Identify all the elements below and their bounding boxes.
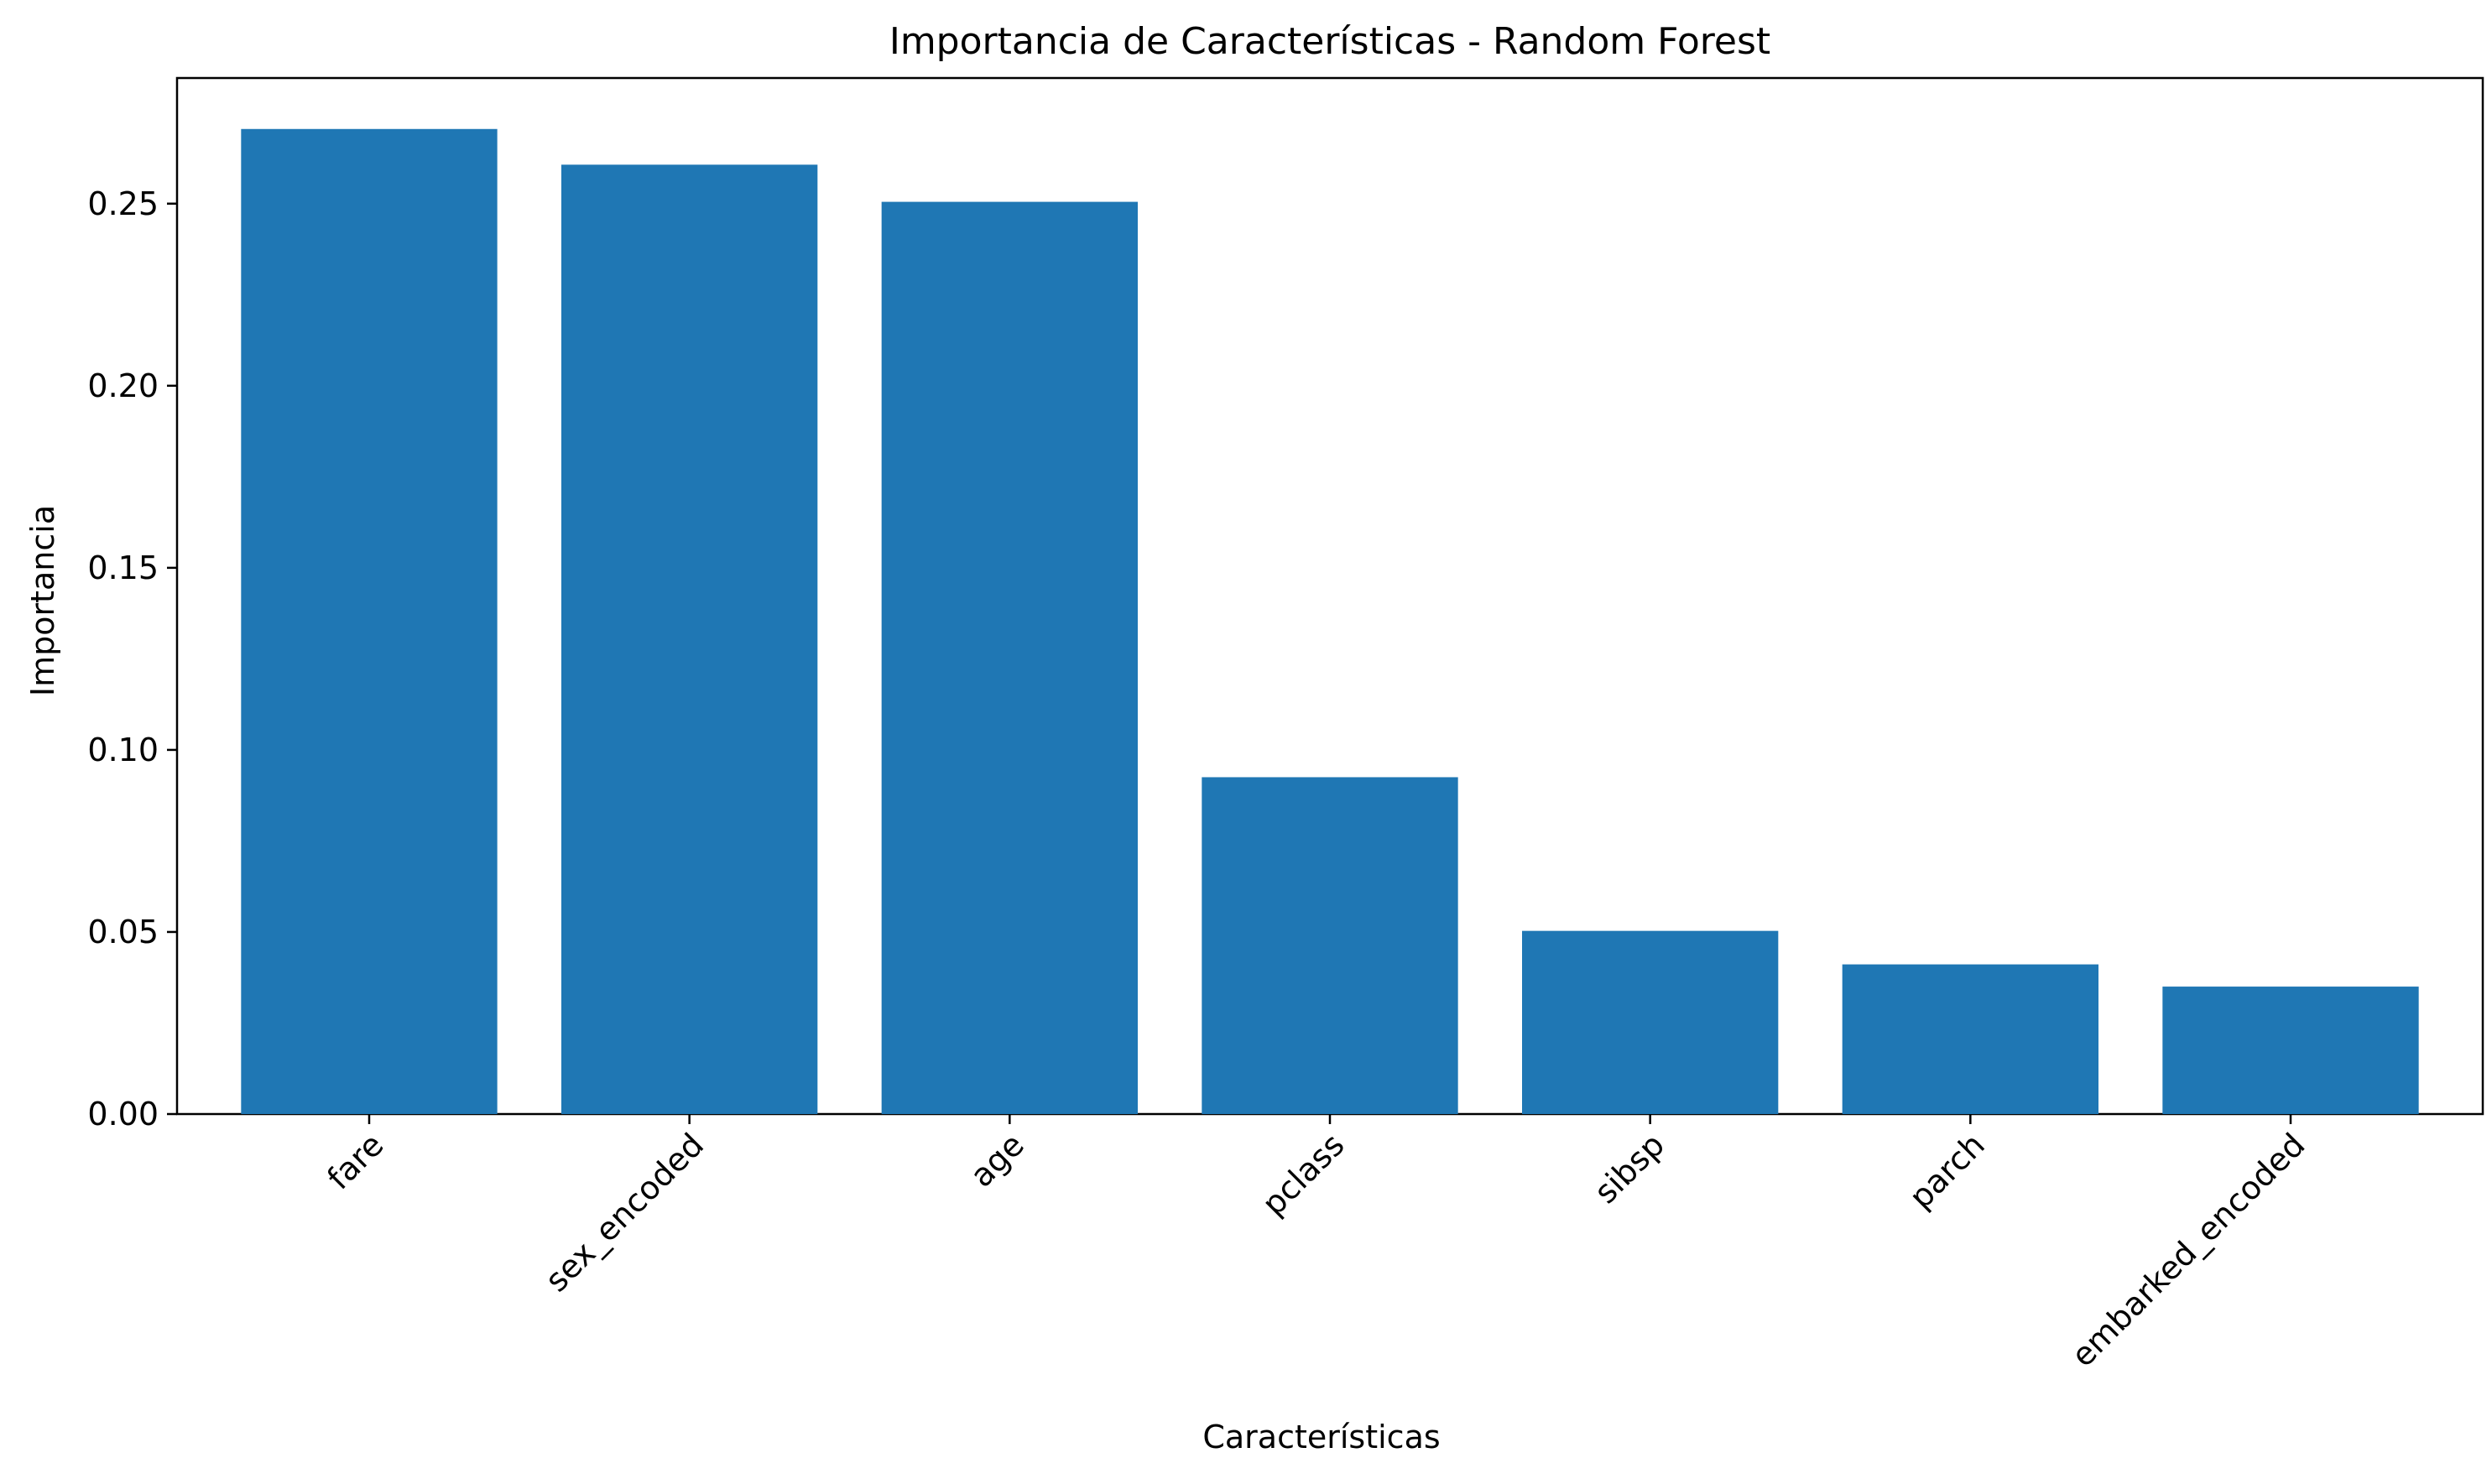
- bar-parch: [1842, 964, 2098, 1114]
- y-axis-label: Importancia: [24, 505, 61, 696]
- bar-fare: [241, 128, 498, 1114]
- y-tick-label: 0.25: [87, 185, 159, 222]
- bar-age: [881, 201, 1138, 1115]
- y-tick-label: 0.10: [87, 732, 159, 768]
- x-tick-label: fare: [321, 1126, 391, 1196]
- y-tick-label: 0.05: [87, 914, 159, 950]
- y-tick-label: 0.00: [87, 1096, 159, 1133]
- x-axis-label: Características: [1202, 1419, 1440, 1455]
- x-tick-label: embarked_encoded: [2064, 1126, 2312, 1373]
- x-tick-label: parch: [1902, 1126, 1992, 1216]
- bar-sibsp: [1522, 930, 1779, 1114]
- bars-group: [241, 128, 2419, 1115]
- y-axis: 0.00 0.05 0.10 0.15 0.20 0.25: [87, 185, 177, 1133]
- y-tick-label: 0.20: [87, 367, 159, 404]
- bar-sex_encoded: [561, 164, 818, 1114]
- y-tick-label: 0.15: [87, 549, 159, 586]
- x-axis: fare sex_encoded age pclass sibsp parch embark…: [321, 1114, 2312, 1374]
- x-tick-label: age: [963, 1126, 1031, 1194]
- x-tick-label: sibsp: [1587, 1126, 1672, 1211]
- bar-embarked_encoded: [2162, 987, 2419, 1114]
- bar-pclass: [1202, 777, 1458, 1114]
- x-tick-label: pclass: [1255, 1126, 1352, 1222]
- chart-title: Importancia de Características - Random …: [889, 20, 1770, 63]
- x-tick-label: sex_encoded: [538, 1126, 711, 1299]
